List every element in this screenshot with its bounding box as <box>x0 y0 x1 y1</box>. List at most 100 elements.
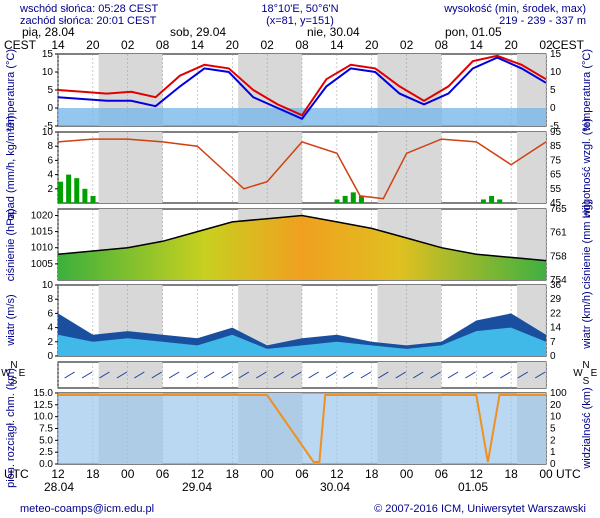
ytick-right-label: 1 <box>550 447 556 458</box>
day-label-bottom-4: 01.05 <box>458 480 488 494</box>
ytick-right-label: 100 <box>550 388 567 399</box>
tz-top-right: CEST <box>552 38 585 52</box>
temperature-line <box>57 54 547 117</box>
wind-arrow <box>412 371 424 379</box>
day-label-bottom-1: 28.04 <box>44 480 74 494</box>
wind-arrow <box>64 371 75 379</box>
hour-bottom-label: 12 <box>191 467 205 481</box>
tz-bottom-right: UTC <box>556 467 581 481</box>
wind-arrow <box>517 371 529 379</box>
wind-arrow <box>238 371 250 379</box>
night-band <box>377 362 442 388</box>
ytick-label: 15.0 <box>34 388 54 399</box>
day-label-bottom-3: 30.04 <box>320 480 350 494</box>
precip-bar <box>489 195 495 203</box>
ytick-right-label: 45 <box>550 198 562 209</box>
sky-fill <box>58 393 546 464</box>
hour-bottom-label: 18 <box>365 467 379 481</box>
ytick-right-label: -5 <box>550 121 559 132</box>
compass-W: W <box>1 368 11 379</box>
ytick-right-label: 95 <box>550 127 562 138</box>
hour-bottom-label: 18 <box>226 467 240 481</box>
ytick-label: 6 <box>47 155 53 166</box>
pressure-area <box>58 215 546 280</box>
hour-bottom-label: 06 <box>435 467 449 481</box>
ytick-right-label: 765 <box>550 204 567 215</box>
ytick-right-label: 22 <box>550 308 562 319</box>
hour-bottom-label: 12 <box>470 467 484 481</box>
wind-arrow <box>290 371 302 379</box>
night-band <box>516 132 546 203</box>
ytick-right-label: 20 <box>550 400 562 411</box>
hour-bottom-label: 12 <box>51 467 65 481</box>
ytick-label: 2 <box>47 184 53 195</box>
compass-left: NSW E <box>1 360 25 387</box>
hour-bottom-label: 00 <box>260 467 274 481</box>
wind-arrow <box>378 371 389 379</box>
ylabel-right: temperatura (°C) <box>581 49 593 131</box>
hour-top-label: 14 <box>330 38 344 52</box>
ytick-label: 10 <box>42 127 54 138</box>
hour-top-label: 08 <box>156 38 170 52</box>
hours-top-row: 14 20 02 08 14 20 02 08 14 20 02 08 14 20 02 <box>51 38 553 52</box>
hour-top-label: 20 <box>226 38 240 52</box>
ytick-right-label: 85 <box>550 141 562 152</box>
ytick-right-label: 14 <box>550 323 562 334</box>
ytick-right-label: 29 <box>550 294 562 305</box>
ytick-right-label: 754 <box>550 275 567 286</box>
wind-arrow <box>534 371 546 379</box>
ytick-label: 7.5 <box>39 424 53 435</box>
pressure-line <box>57 214 547 262</box>
wind-arrow <box>134 371 145 379</box>
wind-arrow <box>81 371 93 379</box>
ylabel-left: temperatura (°C) <box>5 49 17 131</box>
hour-top-label: 02 <box>400 38 414 52</box>
footer-copyright: © 2007-2016 ICM, Uniwersytet Warszawski <box>374 503 586 515</box>
day-label-top-4: pon, 01.05 <box>445 25 502 39</box>
night-band <box>98 362 163 388</box>
night-band <box>516 362 546 388</box>
ytick-label: 0.0 <box>39 459 53 470</box>
ytick-label: 0 <box>47 103 53 114</box>
ylabel-right: wilgotność wzgl. (%) <box>581 118 593 219</box>
night-band <box>98 132 163 203</box>
wind-arrow <box>465 371 476 379</box>
hour-top-label: 08 <box>435 38 449 52</box>
precip-bar <box>497 199 503 203</box>
compass-E: E <box>19 368 26 379</box>
panel-1 <box>57 131 547 204</box>
precip-bar <box>350 192 356 203</box>
ytick-right-label: 10 <box>550 67 562 78</box>
compass-S: S <box>11 376 18 387</box>
ytick-right-label: 65 <box>550 170 562 181</box>
ytick-right-label: 761 <box>550 228 567 239</box>
night-band <box>238 362 302 388</box>
hour-top-label: 08 <box>295 38 309 52</box>
compass-E: E <box>591 368 598 379</box>
elevation-value: 219 - 239 - 337 m <box>499 15 586 27</box>
tz-top-left: CEST <box>4 38 37 52</box>
precip-bar <box>358 195 364 203</box>
wind-arrow <box>99 371 110 379</box>
grid-text: (x=81, y=151) <box>266 15 334 27</box>
hour-bottom-label: 06 <box>295 467 309 481</box>
wind-arrow <box>256 371 267 379</box>
day-label-top-1: pią, 28.04 <box>22 25 75 39</box>
hour-bottom-label: 18 <box>504 467 518 481</box>
precip-bar <box>480 199 486 203</box>
ytick-label: 1015 <box>31 227 54 238</box>
compass-N: N <box>10 360 17 371</box>
ylabel-left: pion. rozciągł. chm. (km) <box>5 368 17 488</box>
footer-email[interactable]: meteo-coamps@icm.edu.pl <box>20 503 154 515</box>
ylabel-left: wiatr (m/s) <box>5 294 17 346</box>
wind-arrow <box>116 371 128 379</box>
hour-top-label: 20 <box>504 38 518 52</box>
ytick-label: 5.0 <box>39 435 53 446</box>
wind-arrow <box>500 371 511 379</box>
ytick-right-label: 75 <box>550 155 562 166</box>
wind-arrow <box>273 371 285 379</box>
ytick-right-label: 0 <box>550 351 556 362</box>
wind-arrow <box>168 371 180 379</box>
sunrise-text: wschód słońca: 05:28 CEST <box>19 3 158 15</box>
